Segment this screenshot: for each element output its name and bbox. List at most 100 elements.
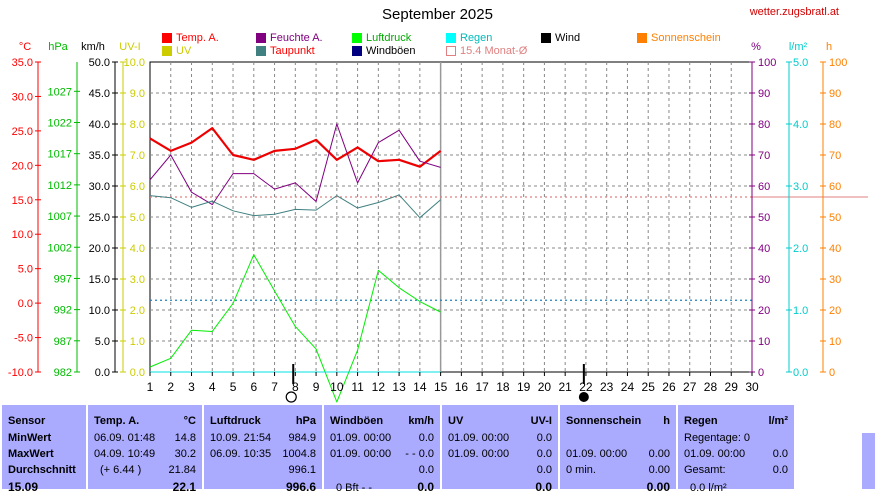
sun-axis-unit: h [826,41,832,53]
legend-swatch-dewpoint [256,46,266,56]
gust-header: Windböen [330,415,384,427]
legend-month-average: 15.4 Monat-Ø [446,45,527,57]
legend-wind: Wind [541,32,580,44]
legend-humidity: Feuchte A. [256,32,323,44]
temp-today-value: 22.1 [172,480,196,494]
temp-unit: °C [183,415,196,427]
humidity-axis-tick: 20 [758,305,770,317]
pressure-axis-tick: 1022 [48,118,72,130]
x-tick-label: 2 [167,380,174,394]
sun-axis-tick: 20 [829,305,841,317]
humidity-axis-tick: 30 [758,274,770,286]
pressure-axis-tick: 982 [54,367,72,379]
legend-label-pressure: Luftdruck [366,32,412,44]
legend-swatch-gusts [352,46,362,56]
temp-min-time: 06.09. 01:48 [94,432,156,444]
sun-axis-tick: 70 [829,150,841,162]
x-tick-label: 20 [538,380,552,394]
x-tick-label: 4 [209,380,216,394]
rain-axis-tick: 2.0 [793,243,808,255]
x-tick-label: 5 [230,380,237,394]
legend-temp: Temp. A. [162,32,219,44]
x-tick-label: 11 [351,380,364,394]
gust-avg-value: 0.0 [418,464,434,476]
humidity-axis-unit: % [751,41,761,53]
x-tick-label: 19 [517,380,531,394]
x-tick-label: 15 [434,380,448,394]
temp-avg-value: 21.84 [168,464,196,476]
wind-axis-tick: 5.0 [95,336,110,348]
x-tick-label: 25 [642,380,656,394]
sunshine-column: Sonnenschein h 01.09. 00:00 0.00 0 min. … [560,405,676,494]
rain-total-label: Gesamt: [684,464,726,476]
pressure-min-time: 10.09. 21:54 [210,432,272,444]
temp-axis-tick: -5.0 [14,333,33,345]
pressure-axis-tick: 992 [54,305,72,317]
x-tick-label: 13 [392,380,406,394]
legend-label-rain: Regen [460,32,493,44]
rain-unit: l/m² [768,415,788,427]
x-tick-label: 6 [250,380,257,394]
rain-column: Regen l/m² Regentage: 0 01.09. 00:00 0.0… [678,405,794,494]
legend-swatch-rain [446,33,456,43]
uv-axis-tick: 0.0 [130,367,145,379]
pressure-column: Luftdruck hPa 10.09. 21:54 984.9 06.09. … [204,405,322,494]
uv-axis-tick: 7.0 [130,150,145,162]
chart-title: September 2025 [382,6,493,23]
rain-axis-unit: l/m² [789,41,808,53]
temp-axis-tick: 0.0 [18,298,33,310]
x-tick-label: 7 [271,380,278,394]
legend-swatch-temp [162,33,172,43]
wind-axis-tick: 0.0 [95,367,110,379]
pressure-avg-value: 996.1 [288,464,316,476]
gust-min-value: 0.0 [418,432,434,444]
legend-pressure: Luftdruck [352,32,411,44]
wind-axis-tick: 20.0 [89,243,110,255]
wind-axis-tick: 25.0 [89,212,110,224]
series-line [149,127,442,168]
x-tick-label: 8 [292,380,299,394]
avg-label: Durchschnitt [8,464,76,476]
sunshine-max-time: 01.09. 00:00 [566,448,628,460]
wind-axis-tick: 45.0 [89,88,110,100]
uv-axis-tick: 10.0 [124,57,145,69]
uv-axis-tick: 3.0 [130,274,145,286]
gust-today-note: 0 Bft - - [336,482,373,494]
gust-unit: km/h [408,415,434,427]
sensor-column: Sensor MinWert MaxWert Durchschnitt 15.0… [2,405,86,494]
temp-axis-tick: 20.0 [12,160,33,172]
temp-axis-tick: -10.0 [8,367,33,379]
humidity-axis-tick: 90 [758,88,770,100]
x-tick-label: 30 [745,380,759,394]
humidity-axis-tick: 10 [758,336,770,348]
weather-chart: -10.0-5.00.05.010.015.020.025.030.035.09… [8,41,868,403]
rain-header: Regen [684,415,718,427]
legend-dewpoint: Taupunkt [256,45,315,57]
gust-max-value: - - 0.0 [405,448,434,460]
sun-axis-tick: 100 [829,57,847,69]
legend-swatch-sunshine [637,33,647,43]
sun-axis-tick: 30 [829,274,841,286]
x-tick-label: 17 [475,380,489,394]
uv-axis-tick: 4.0 [130,243,145,255]
legend-label-humidity: Feuchte A. [270,32,323,44]
legend-swatch-month-average [446,46,456,56]
pressure-min-value: 984.9 [288,432,316,444]
legend-gusts: Windböen [352,45,416,57]
wind-axis-tick: 35.0 [89,150,110,162]
new-moon-icon [578,392,589,402]
pressure-axis-tick: 997 [54,273,72,285]
uv-max-value: 0.0 [536,448,552,460]
series-line [149,194,441,219]
legend-label-dewpoint: Taupunkt [270,45,315,57]
uv-min-value: 0.0 [536,432,552,444]
uv-column: UV UV-I 01.09. 00:00 0.0 01.09. 00:00 0.… [442,405,558,494]
sun-axis-tick: 60 [829,181,841,193]
sensor-header: Sensor [8,415,46,427]
sun-axis-tick: 50 [829,212,841,224]
site-link[interactable]: wetter.zugsbratl.at [749,6,839,18]
x-tick-label: 24 [621,380,635,394]
extra-column-edge [862,433,875,489]
pressure-axis-tick: 1012 [48,180,72,192]
humidity-axis-tick: 70 [758,150,770,162]
